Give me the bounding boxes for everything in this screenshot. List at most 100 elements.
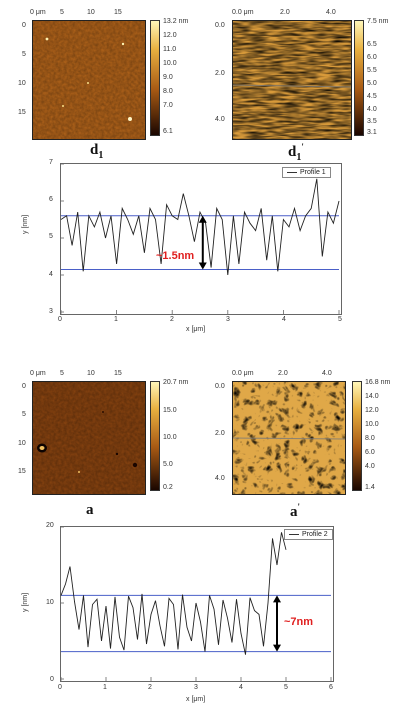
x-tick: 1 bbox=[103, 684, 107, 691]
arrow-head-down bbox=[273, 644, 281, 652]
y-tick: 2.0 bbox=[215, 70, 225, 77]
colorbar-label: 7.5 nm bbox=[367, 18, 389, 25]
y-tick: 5 bbox=[22, 411, 26, 418]
legend-entry: Profile 1 bbox=[300, 169, 326, 176]
x-tick: 15 bbox=[114, 370, 122, 377]
colorbar-label: 5.0 bbox=[163, 461, 173, 468]
colorbar-label: 15.0 bbox=[163, 407, 177, 414]
y-tick: 6 bbox=[49, 196, 53, 203]
x-tick: 0.0 μm bbox=[232, 9, 254, 16]
colorbar-label: 14.0 bbox=[365, 393, 379, 400]
colorbar-label: 12.0 bbox=[365, 407, 379, 414]
x-tick: 10 bbox=[87, 9, 95, 16]
y-tick: 3 bbox=[49, 308, 53, 315]
legend-entry: Profile 2 bbox=[302, 531, 328, 538]
y-tick: 5 bbox=[22, 51, 26, 58]
colorbar-label: 10.0 bbox=[365, 421, 379, 428]
x-tick: 15 bbox=[114, 9, 122, 16]
y-axis-label: y [nm] bbox=[22, 592, 29, 612]
afm-height-map bbox=[32, 381, 146, 495]
colorbar bbox=[150, 381, 160, 491]
colorbar-label: 10.0 bbox=[163, 60, 177, 67]
x-axis-label: x [μm] bbox=[186, 696, 206, 703]
legend: Profile 1 bbox=[282, 167, 331, 178]
y-tick: 0 bbox=[50, 676, 54, 683]
colorbar-label: 9.0 bbox=[163, 74, 173, 81]
colorbar-label: 4.0 bbox=[367, 106, 377, 113]
arrow-head-up bbox=[273, 595, 281, 603]
x-tick: 5 bbox=[338, 316, 342, 323]
panel-label-a-prime: a' bbox=[290, 502, 301, 520]
x-tick: 0 μm bbox=[30, 370, 46, 377]
afm-phase-map bbox=[232, 381, 346, 495]
x-tick: 2 bbox=[170, 316, 174, 323]
y-tick: 15 bbox=[18, 468, 26, 475]
colorbar-label: 1.4 bbox=[365, 484, 375, 491]
x-tick: 0 μm bbox=[30, 9, 46, 16]
colorbar-label: 6.1 bbox=[163, 128, 173, 135]
colorbar-label: 7.0 bbox=[163, 102, 173, 109]
y-tick: 10 bbox=[18, 80, 26, 87]
x-tick: 4 bbox=[239, 684, 243, 691]
colorbar-label: 6.5 bbox=[367, 41, 377, 48]
x-tick: 0 bbox=[58, 316, 62, 323]
x-tick: 4 bbox=[282, 316, 286, 323]
y-tick: 7 bbox=[49, 159, 53, 166]
x-tick: 5 bbox=[284, 684, 288, 691]
y-tick: 15 bbox=[18, 109, 26, 116]
y-tick: 0 bbox=[22, 22, 26, 29]
legend-swatch bbox=[287, 171, 297, 173]
colorbar bbox=[354, 20, 364, 136]
colorbar-label: 6.0 bbox=[365, 449, 375, 456]
colorbar-label: 16.8 nm bbox=[365, 379, 391, 386]
y-tick: 0.0 bbox=[215, 383, 225, 390]
panel-label-a: a bbox=[86, 502, 94, 518]
legend: Profile 2 bbox=[284, 529, 333, 540]
x-tick: 0.0 μm bbox=[232, 370, 254, 377]
x-tick: 10 bbox=[87, 370, 95, 377]
colorbar-label: 8.0 bbox=[365, 435, 375, 442]
profile-1-plot bbox=[60, 163, 340, 314]
y-tick: 4.0 bbox=[215, 116, 225, 123]
colorbar-label: 8.0 bbox=[163, 88, 173, 95]
x-tick: 5 bbox=[60, 370, 64, 377]
x-tick: 4.0 bbox=[322, 370, 332, 377]
colorbar-label: 5.0 bbox=[367, 80, 377, 87]
y-tick: 4.0 bbox=[215, 475, 225, 482]
y-tick: 5 bbox=[49, 233, 53, 240]
profile-line bbox=[60, 178, 340, 276]
x-tick: 1 bbox=[114, 316, 118, 323]
x-tick: 2.0 bbox=[278, 370, 288, 377]
colorbar-label: 5.5 bbox=[367, 67, 377, 74]
colorbar-label: 4.0 bbox=[365, 463, 375, 470]
colorbar-label: 11.0 bbox=[163, 46, 177, 53]
y-tick: 10 bbox=[18, 440, 26, 447]
y-tick: 20 bbox=[46, 522, 54, 529]
panel-label-d1: d1 bbox=[90, 142, 104, 161]
afm-phase-map bbox=[232, 20, 352, 140]
colorbar-label: 4.5 bbox=[367, 93, 377, 100]
colorbar-label: 10.0 bbox=[163, 434, 177, 441]
x-tick: 0 bbox=[58, 684, 62, 691]
colorbar-label: 3.1 bbox=[367, 129, 377, 136]
arrow-head-up bbox=[198, 215, 207, 223]
y-tick: 0.0 bbox=[215, 22, 225, 29]
colorbar-label: 13.2 nm bbox=[163, 18, 189, 25]
height-annotation: ~7nm bbox=[284, 616, 314, 628]
colorbar-label: 0.2 bbox=[163, 484, 173, 491]
colorbar-label: 3.5 bbox=[367, 118, 377, 125]
x-tick: 2 bbox=[148, 684, 152, 691]
x-tick: 6 bbox=[329, 684, 333, 691]
colorbar-label: 12.0 bbox=[163, 32, 177, 39]
x-tick: 4.0 bbox=[326, 9, 336, 16]
legend-swatch bbox=[289, 533, 299, 535]
x-tick: 2.0 bbox=[280, 9, 290, 16]
colorbar-label: 20.7 nm bbox=[163, 379, 189, 386]
height-annotation: ~1.5nm bbox=[156, 250, 195, 262]
colorbar-label: 6.0 bbox=[367, 54, 377, 61]
x-tick: 3 bbox=[194, 684, 198, 691]
y-tick: 10 bbox=[46, 599, 54, 606]
panel-label-d1-prime: d1' bbox=[288, 142, 304, 163]
afm-height-map bbox=[32, 20, 146, 140]
colorbar bbox=[352, 381, 362, 491]
